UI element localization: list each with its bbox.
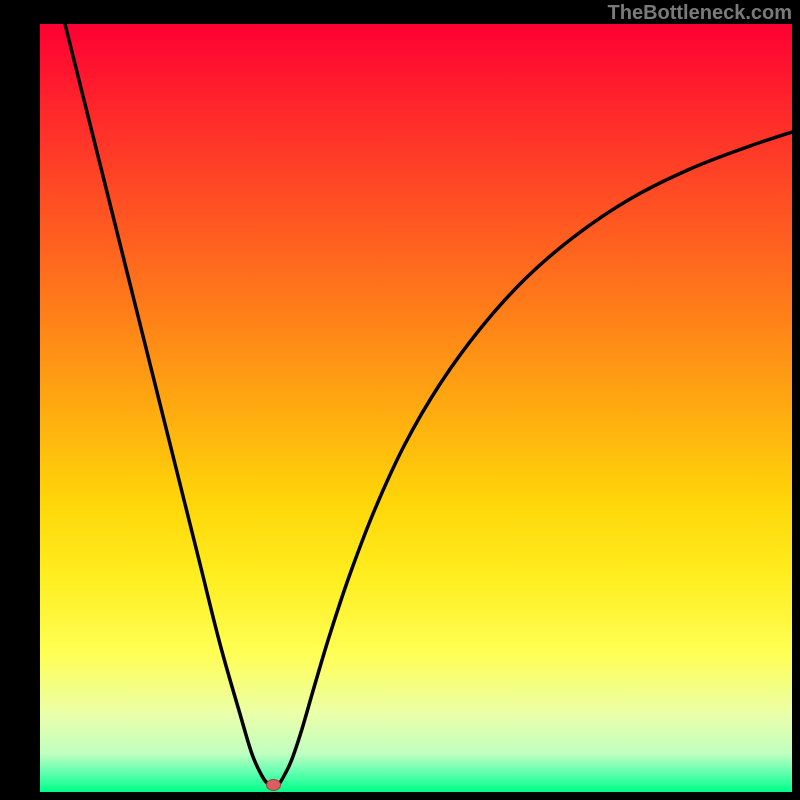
plot-area	[40, 24, 792, 792]
chart-container: TheBottleneck.com	[0, 0, 800, 800]
watermark-text: TheBottleneck.com	[608, 2, 792, 25]
gradient-background	[40, 24, 792, 792]
